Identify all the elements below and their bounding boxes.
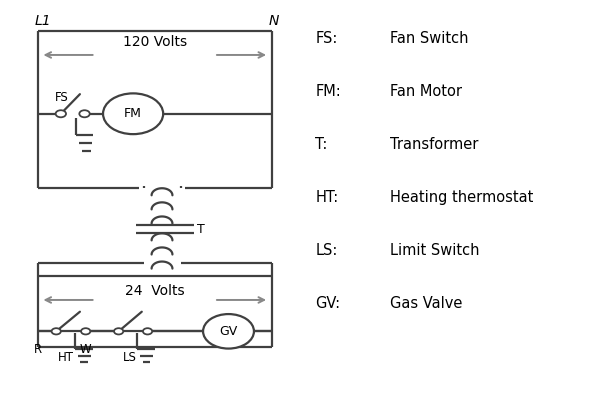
- Text: FS: FS: [55, 91, 69, 104]
- Text: HT: HT: [58, 351, 74, 364]
- Text: 24  Volts: 24 Volts: [125, 284, 185, 298]
- Circle shape: [55, 110, 66, 117]
- Text: LS:: LS:: [315, 243, 337, 258]
- Text: Limit Switch: Limit Switch: [391, 243, 480, 258]
- Text: Heating thermostat: Heating thermostat: [391, 190, 534, 205]
- Text: T: T: [196, 223, 205, 236]
- Text: Fan Motor: Fan Motor: [391, 84, 463, 99]
- Text: FM:: FM:: [315, 84, 341, 99]
- Text: W: W: [80, 343, 91, 356]
- Text: Fan Switch: Fan Switch: [391, 32, 469, 46]
- Text: Gas Valve: Gas Valve: [391, 296, 463, 311]
- Circle shape: [103, 93, 163, 134]
- Text: T:: T:: [315, 137, 327, 152]
- Circle shape: [81, 328, 90, 334]
- Text: GV: GV: [219, 325, 238, 338]
- Text: LS: LS: [123, 351, 137, 364]
- Circle shape: [51, 328, 61, 334]
- Circle shape: [143, 328, 152, 334]
- Text: GV:: GV:: [315, 296, 340, 311]
- Text: FS:: FS:: [315, 32, 337, 46]
- Circle shape: [79, 110, 90, 117]
- Circle shape: [114, 328, 123, 334]
- Text: 120 Volts: 120 Volts: [123, 35, 187, 49]
- Text: HT:: HT:: [315, 190, 339, 205]
- Text: R: R: [34, 343, 42, 356]
- Text: Transformer: Transformer: [391, 137, 478, 152]
- Text: L1: L1: [35, 14, 51, 28]
- Text: FM: FM: [124, 107, 142, 120]
- Text: N: N: [269, 14, 279, 28]
- Circle shape: [203, 314, 254, 348]
